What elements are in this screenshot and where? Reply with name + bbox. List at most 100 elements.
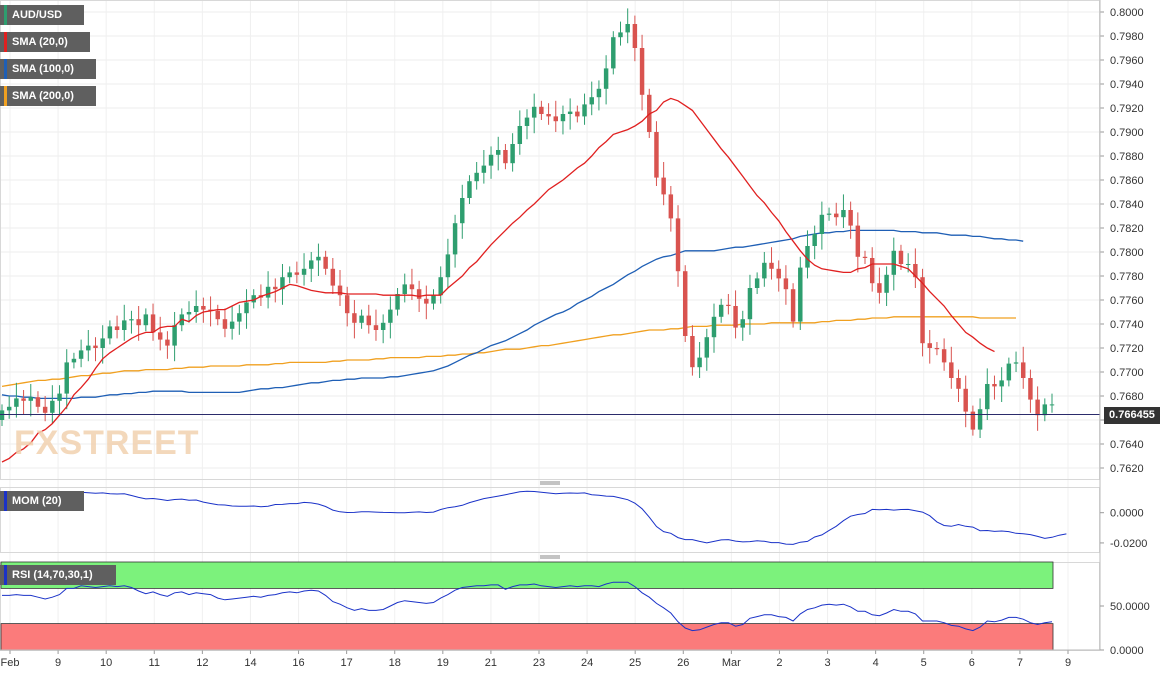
candle-body: [287, 272, 292, 278]
candle-body: [970, 411, 976, 430]
time-tick-label: 26: [677, 657, 689, 669]
candle-body: [344, 295, 350, 314]
candle-body: [100, 338, 105, 348]
legend-rsi-swatch: [4, 565, 7, 585]
candle-body: [941, 349, 947, 363]
candle-body: [754, 278, 760, 288]
rsi-tick-label: 0.0000: [1110, 645, 1144, 657]
candle-body: [855, 225, 861, 257]
candle-body: [762, 262, 767, 279]
rsi-overbought-zone: [0, 561, 1054, 589]
candle-body: [1049, 404, 1055, 406]
candle-body: [1028, 378, 1033, 400]
candle-body: [143, 314, 149, 326]
candle-body: [388, 309, 393, 323]
candle-body: [337, 285, 343, 296]
candle-body: [913, 264, 918, 278]
candle-body: [380, 322, 386, 330]
candle-body: [71, 358, 77, 363]
candle-body: [826, 213, 832, 215]
candle-body: [93, 345, 98, 348]
candle-body: [690, 336, 695, 368]
candle-body: [265, 286, 271, 298]
candle-body: [927, 343, 932, 348]
legend-sma200-swatch: [4, 86, 7, 106]
legend-sma20-label: SMA (20,0): [12, 36, 68, 48]
candle-body: [1006, 363, 1012, 381]
candle-body: [460, 198, 465, 224]
candle-body: [747, 288, 753, 320]
candle-body: [503, 150, 508, 164]
rsi-pane: 50.0000 0.0000: [0, 561, 1150, 657]
price-tick-label: 0.7960: [1110, 55, 1144, 67]
candle-body: [316, 256, 321, 261]
candle-body: [186, 312, 192, 315]
legend-rsi-label: RSI (14,70,30,1): [12, 569, 93, 581]
candle-body: [416, 289, 422, 299]
candle-body: [222, 319, 228, 329]
candle-body: [309, 260, 314, 269]
candle-body: [611, 37, 616, 69]
pane-frames: [0, 0, 1100, 651]
candle-body: [848, 210, 853, 226]
candle-body: [920, 277, 925, 344]
legend-sma100[interactable]: SMA (100,0): [0, 59, 96, 79]
momentum-tick-label: -0.0200: [1110, 538, 1147, 550]
candle-body: [57, 393, 62, 401]
candle-body: [898, 250, 904, 264]
legend-sma20[interactable]: SMA (20,0): [0, 32, 90, 52]
legend-momentum[interactable]: MOM (20): [0, 491, 84, 511]
price-tick-label: 0.7900: [1110, 127, 1144, 139]
candle-body: [805, 246, 810, 268]
candle-body: [136, 319, 141, 326]
candle-body: [237, 313, 242, 322]
price-tick-label: 0.7860: [1110, 175, 1144, 187]
candle-body: [373, 325, 379, 330]
candle-body: [661, 177, 666, 195]
candle-body: [575, 111, 580, 117]
price-tick-label: 0.7640: [1110, 439, 1144, 451]
candle-body: [956, 378, 961, 389]
candle-body: [596, 88, 602, 98]
candle-body: [726, 304, 731, 306]
candle-body: [150, 314, 156, 333]
price-tick-label: 0.7740: [1110, 319, 1144, 331]
candle-body: [632, 24, 638, 48]
candle-body: [862, 256, 868, 258]
candle-body: [21, 398, 26, 401]
candle-body: [639, 48, 645, 95]
candle-body: [733, 306, 738, 328]
candle-body: [790, 289, 796, 322]
legend-symbol[interactable]: AUD/USD: [0, 5, 84, 25]
time-tick-label: 10: [100, 657, 112, 669]
time-tick-label: 6: [969, 657, 975, 669]
candle-body: [905, 264, 911, 265]
candle-body: [711, 316, 717, 338]
candle-body: [819, 214, 825, 234]
candle-body: [1013, 362, 1019, 364]
candle-body: [625, 24, 630, 33]
sma20-line: [1, 97, 995, 463]
time-tick-label: 18: [389, 657, 401, 669]
time-tick-label: 7: [1017, 657, 1023, 669]
candle-body: [172, 325, 177, 346]
candle-body: [841, 210, 846, 218]
candle-body: [193, 306, 199, 312]
price-tick-label: 0.7800: [1110, 247, 1144, 259]
candle-body: [1035, 399, 1040, 416]
time-axis-ticks: Feb 9 10 11 12 14 16 17 18 19 21 23 24 25 26 Mar 2 3 4 5 6 7 9: [0, 649, 1100, 669]
current-price-label: 0.766455: [1104, 407, 1160, 424]
sma100-path: [1, 229, 1024, 400]
legend-rsi[interactable]: RSI (14,70,30,1): [0, 565, 116, 585]
main-pane-frame: [0, 0, 1100, 480]
time-tick-label: 12: [196, 657, 208, 669]
legend-sma200[interactable]: SMA (200,0): [0, 86, 96, 106]
price-tick-label: 0.7880: [1110, 151, 1144, 163]
candle-body: [78, 350, 84, 359]
candle-body: [35, 397, 41, 407]
candle-body: [330, 268, 336, 286]
candle-body: [553, 116, 558, 122]
candle-body: [474, 172, 479, 182]
price-tick-label: 0.7720: [1110, 343, 1144, 355]
candle-body: [884, 274, 889, 293]
